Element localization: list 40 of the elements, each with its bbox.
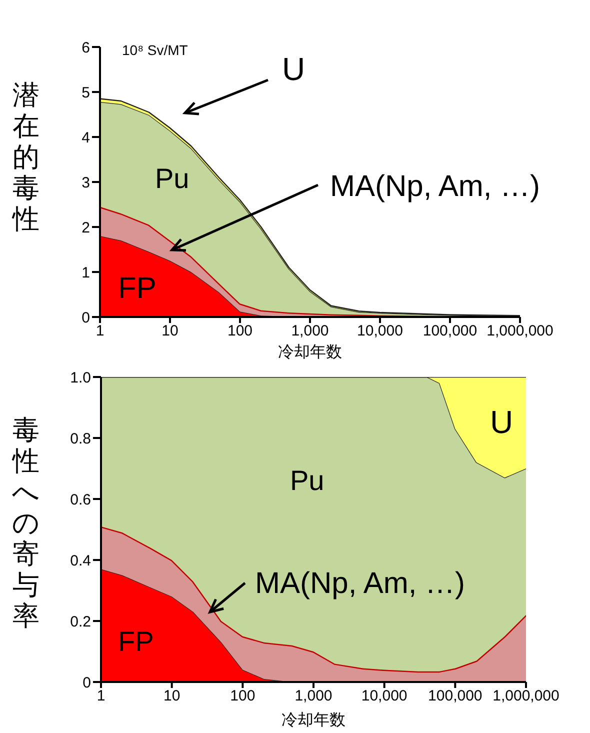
x-tick-label: 1 xyxy=(96,322,104,340)
x-tick-label: 100,000 xyxy=(422,322,478,340)
series-label: FP xyxy=(118,272,156,305)
y-tick-label: 2 xyxy=(82,219,90,236)
y-tick-label: 0 xyxy=(82,674,91,692)
x-tick-label: 1,000 xyxy=(294,688,332,705)
y-tick-label: 1.0 xyxy=(70,369,91,386)
y-tick-label: 1 xyxy=(82,264,90,282)
x-tick-label: 100 xyxy=(230,688,256,705)
y-tick-label: 4 xyxy=(82,129,90,146)
y-tick-label: 3 xyxy=(82,174,90,192)
x-axis-title: 冷却年数 xyxy=(282,711,346,729)
x-tick-label: 10,000 xyxy=(361,688,408,705)
y-tick-label: 0.8 xyxy=(70,430,91,448)
series-label: Pu xyxy=(290,465,324,496)
y-tick-label: 6 xyxy=(82,39,90,56)
x-tick-label: 1 xyxy=(96,688,106,705)
y-tick-label: 0.6 xyxy=(70,491,91,508)
x-tick-label: 10,000 xyxy=(357,322,403,340)
annotation: 10⁸ Sv/MT xyxy=(122,42,188,58)
x-tick-label: 100,000 xyxy=(428,688,482,705)
x-tick-label: 10 xyxy=(162,322,178,340)
text: U xyxy=(282,51,306,87)
y-axis-title: 毒性への寄与率 xyxy=(10,415,41,632)
y-tick-label: 0 xyxy=(82,309,90,326)
series-label: Pu xyxy=(155,163,190,194)
x-tick-label: 1,000,000 xyxy=(486,322,554,340)
x-axis-title: 冷却年数 xyxy=(278,343,342,361)
x-tick-label: 100 xyxy=(227,322,253,340)
y-tick-label: 0.4 xyxy=(70,552,91,570)
y-tick-label: 5 xyxy=(82,84,90,102)
x-tick-label: 1,000 xyxy=(291,322,329,340)
series-label: U xyxy=(490,404,514,440)
text: MA(Np, Am, …) xyxy=(330,170,540,203)
y-axis-title: 潜在的毒性 xyxy=(10,80,40,235)
series-label: MA(Np, Am, …) xyxy=(255,567,466,600)
series-label: FP xyxy=(118,626,154,657)
y-tick-label: 0.2 xyxy=(70,613,91,630)
x-tick-label: 1,000,000 xyxy=(492,688,560,705)
x-tick-label: 10 xyxy=(163,688,180,705)
